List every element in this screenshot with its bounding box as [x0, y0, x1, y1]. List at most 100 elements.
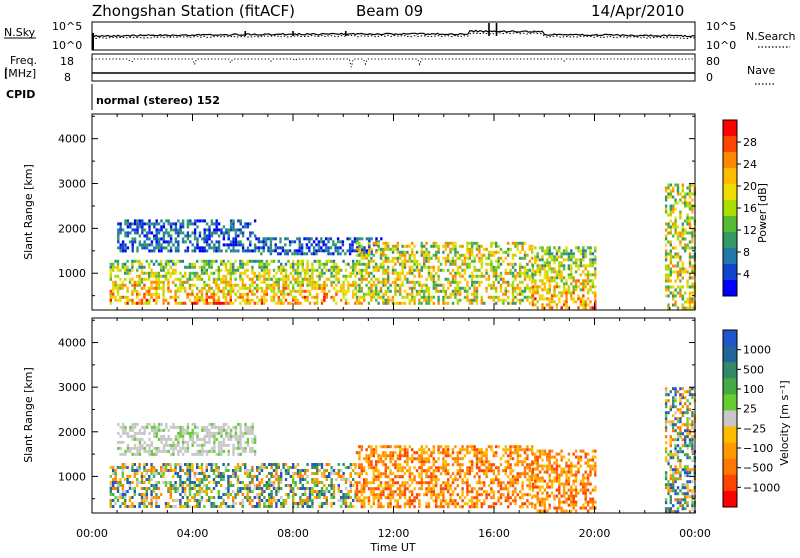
- echo-cell: [546, 246, 548, 249]
- echo-cell: [365, 254, 367, 257]
- echo-cell: [260, 252, 262, 255]
- echo-cell: [471, 293, 473, 296]
- echo-cell: [469, 254, 471, 257]
- echo-cell: [413, 269, 415, 272]
- echo-cell: [445, 451, 447, 454]
- echo-cell: [299, 302, 301, 305]
- echo-cell: [478, 487, 480, 490]
- echo-cell: [120, 231, 122, 234]
- echo-cell: [132, 447, 134, 450]
- echo-cell: [354, 249, 356, 252]
- echo-cell: [539, 246, 541, 249]
- echo-cell: [198, 481, 200, 484]
- echo-cell: [258, 481, 260, 484]
- echo-cell: [342, 243, 344, 246]
- echo-cell: [184, 240, 186, 243]
- echo-cell: [338, 272, 340, 275]
- echo-cell: [481, 257, 483, 260]
- echo-cell: [175, 228, 177, 231]
- echo-cell: [556, 303, 558, 306]
- echo-cell: [222, 287, 224, 290]
- echo-cell: [201, 246, 203, 249]
- echo-cell: [476, 245, 478, 248]
- echo-cell: [146, 505, 148, 508]
- freq-unit-label: [MHz]: [4, 67, 36, 80]
- echo-cell: [347, 496, 349, 499]
- echo-cell: [278, 490, 280, 493]
- echo-cell: [447, 254, 449, 257]
- echo-cell: [203, 287, 205, 290]
- echo-cell: [397, 493, 399, 496]
- echo-cell: [361, 254, 363, 257]
- echo-cell: [242, 249, 244, 252]
- echo-cell: [291, 240, 293, 243]
- echo-cell: [328, 290, 330, 293]
- echo-cell: [299, 478, 301, 481]
- echo-cell: [363, 296, 365, 299]
- echo-cell: [222, 475, 224, 478]
- echo-cell: [153, 472, 155, 475]
- echo-cell: [254, 450, 256, 453]
- echo-cell: [529, 475, 531, 478]
- echo-cell: [314, 466, 316, 469]
- echo-cell: [667, 187, 669, 190]
- echo-cell: [168, 438, 170, 441]
- echo-cell: [485, 448, 487, 451]
- echo-cell: [594, 297, 596, 300]
- echo-cell: [189, 438, 191, 441]
- echo-cell: [270, 496, 272, 499]
- echo-cell: [184, 502, 186, 505]
- echo-cell: [168, 429, 170, 432]
- echo-cell: [306, 481, 308, 484]
- echo-cell: [160, 469, 162, 472]
- echo-cell: [311, 243, 313, 246]
- echo-cell: [466, 502, 468, 505]
- echo-cell: [196, 287, 198, 290]
- echo-cell: [172, 469, 174, 472]
- echo-cell: [507, 463, 509, 466]
- echo-cell: [549, 267, 551, 270]
- echo-cell: [677, 184, 679, 187]
- echo-cell: [338, 490, 340, 493]
- echo-cell: [196, 444, 198, 447]
- echo-cell: [141, 499, 143, 502]
- echo-cell: [473, 496, 475, 499]
- echo-cell: [273, 281, 275, 284]
- echo-cell: [435, 475, 437, 478]
- echo-cell: [148, 278, 150, 281]
- echo-cell: [549, 264, 551, 267]
- echo-cell: [206, 234, 208, 237]
- echo-cell: [358, 481, 360, 484]
- echo-cell: [399, 487, 401, 490]
- echo-cell: [155, 290, 157, 293]
- echo-cell: [421, 481, 423, 484]
- echo-cell: [464, 448, 466, 451]
- echo-cell: [529, 484, 531, 487]
- echo-cell: [316, 481, 318, 484]
- echo-cell: [162, 275, 164, 278]
- echo-cell: [136, 222, 138, 225]
- echo-cell: [213, 299, 215, 302]
- echo-cell: [461, 275, 463, 278]
- echo-cell: [672, 247, 674, 250]
- echo-cell: [119, 296, 121, 299]
- echo-cell: [155, 275, 157, 278]
- echo-cell: [425, 290, 427, 293]
- echo-cell: [493, 496, 495, 499]
- echo-cell: [244, 496, 246, 499]
- echo-cell: [230, 287, 232, 290]
- echo-cell: [278, 284, 280, 287]
- echo-cell: [684, 244, 686, 247]
- echo-cell: [389, 290, 391, 293]
- echo-cell: [526, 493, 528, 496]
- echo-cell: [124, 278, 126, 281]
- echo-cell: [338, 475, 340, 478]
- echo-cell: [204, 249, 206, 252]
- echo-cell: [270, 472, 272, 475]
- echo-cell: [223, 426, 225, 429]
- echo-cell: [558, 249, 560, 252]
- echo-cell: [587, 303, 589, 306]
- echo-cell: [532, 294, 534, 297]
- echo-cell: [512, 275, 514, 278]
- echo-cell: [544, 282, 546, 285]
